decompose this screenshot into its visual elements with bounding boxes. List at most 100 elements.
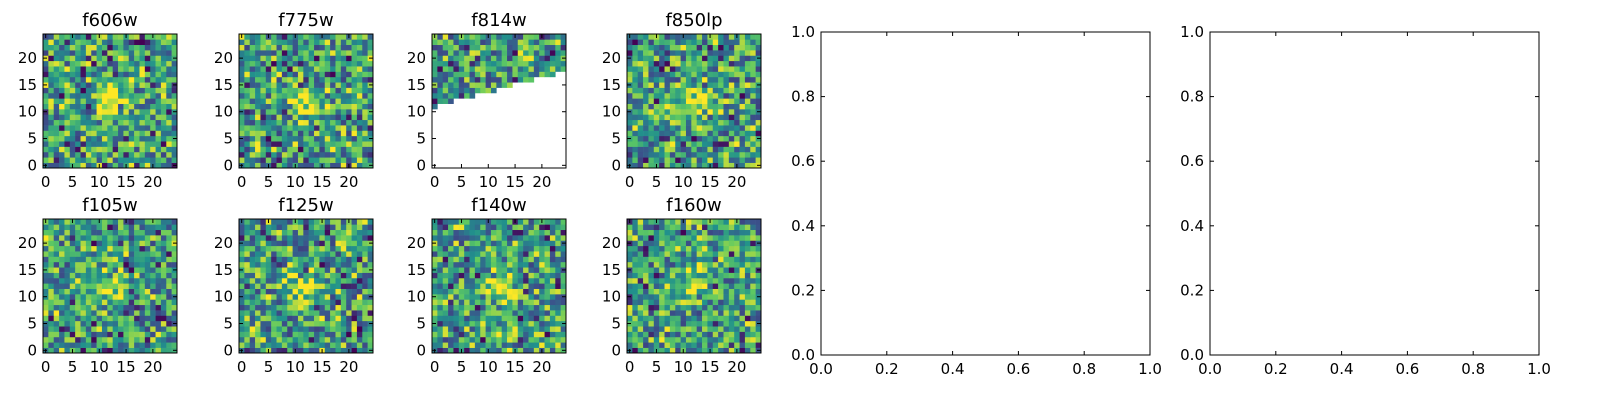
- heatmap-cell: [728, 125, 735, 131]
- heatmap-cell: [75, 299, 81, 306]
- heatmap-cell: [166, 347, 172, 354]
- heatmap-cell: [549, 347, 556, 354]
- heatmap-cell: [80, 82, 87, 88]
- heatmap-cell: [490, 87, 497, 94]
- heatmap-cell: [675, 283, 681, 289]
- heatmap-cell: [453, 267, 460, 273]
- heatmap-cell: [696, 71, 703, 78]
- heatmap-cell: [485, 336, 492, 343]
- heatmap-cell: [750, 288, 756, 295]
- heatmap-cell: [517, 235, 524, 241]
- heatmap-cell: [458, 315, 465, 322]
- heatmap-cell: [308, 235, 315, 241]
- heatmap-cell: [314, 310, 320, 316]
- heatmap-cell: [112, 267, 119, 273]
- heatmap-cell: [123, 267, 130, 273]
- heatmap-cell: [351, 320, 358, 327]
- heatmap-cell: [303, 245, 309, 252]
- heatmap-cell: [362, 342, 368, 348]
- heatmap-cell: [707, 66, 714, 72]
- heatmap-cell: [653, 320, 660, 327]
- heatmap-cell: [134, 299, 140, 306]
- heatmap-cell: [707, 245, 714, 252]
- heatmap-cell: [80, 98, 87, 104]
- heatmap-cell: [680, 60, 687, 67]
- heatmap-cell: [653, 82, 660, 88]
- heatmap-cell: [80, 283, 87, 289]
- heatmap-cell: [442, 288, 449, 295]
- heatmap-cell: [171, 103, 178, 110]
- heatmap-cell: [739, 326, 746, 332]
- heatmap-cell: [669, 76, 676, 83]
- heatmap-cell: [91, 103, 97, 110]
- heatmap-cell: [91, 55, 97, 62]
- heatmap-cell: [128, 336, 135, 343]
- heatmap-cell: [712, 135, 719, 142]
- heatmap-cell: [507, 288, 513, 295]
- heatmap-cell: [501, 66, 508, 72]
- heatmap-cell: [265, 331, 272, 338]
- heatmap-cell: [150, 125, 156, 131]
- heatmap-cell: [691, 283, 697, 289]
- heatmap-cell: [437, 224, 444, 231]
- heatmap-cell: [48, 82, 55, 88]
- heatmap-cell: [544, 342, 551, 348]
- heatmap-cell: [442, 331, 449, 338]
- heatmap-cell: [314, 294, 320, 300]
- heatmap-cell: [48, 277, 55, 284]
- heatmap-cell: [118, 272, 124, 279]
- heatmap-cell: [69, 76, 76, 83]
- heatmap-cell: [314, 299, 320, 306]
- heatmap-cell: [340, 146, 347, 153]
- heatmap-cell: [367, 304, 374, 311]
- heatmap-cell: [96, 114, 103, 121]
- heatmap-cell: [75, 235, 81, 241]
- heatmap-cell: [474, 277, 481, 284]
- heatmap-cell: [160, 82, 167, 88]
- heatmap-cell: [474, 82, 481, 88]
- heatmap-cell: [150, 135, 156, 142]
- heatmap-cell: [469, 50, 476, 56]
- heatmap-cell: [707, 310, 714, 316]
- x-tick-label: 0.8: [1072, 360, 1096, 378]
- heatmap-cell: [432, 39, 438, 46]
- heatmap-cell: [533, 310, 540, 316]
- heatmap-cell: [437, 66, 444, 72]
- heatmap-cell: [139, 251, 146, 257]
- heatmap-cell: [755, 130, 762, 137]
- heatmap-cell: [59, 315, 65, 322]
- heatmap-cell: [308, 119, 315, 126]
- heatmap-cell: [707, 71, 714, 78]
- heatmap-cell: [75, 283, 81, 289]
- x-tick-label: 20: [532, 173, 551, 191]
- heatmap-cell: [150, 299, 156, 306]
- heatmap-cell: [319, 272, 326, 279]
- heatmap-cell: [96, 71, 103, 78]
- heatmap-cell: [91, 256, 97, 263]
- heatmap-cell: [255, 229, 261, 236]
- heatmap-cell: [739, 331, 746, 338]
- heatmap-cell: [48, 87, 55, 94]
- heatmap-cell: [303, 130, 309, 137]
- heatmap-cell: [330, 277, 336, 284]
- heatmap-cell: [685, 87, 692, 94]
- heatmap-cell: [480, 347, 486, 354]
- heatmap-cell: [85, 114, 92, 121]
- heatmap-cell: [643, 119, 649, 126]
- heatmap-cell: [362, 229, 368, 236]
- heatmap-cell: [734, 326, 740, 332]
- heatmap-cell: [139, 135, 146, 142]
- heatmap-cell: [150, 342, 156, 348]
- heatmap-cell: [255, 130, 261, 137]
- heatmap-cell: [64, 235, 71, 241]
- heatmap-cell: [330, 267, 336, 273]
- heatmap-cell: [160, 141, 167, 147]
- heatmap-cell: [112, 283, 119, 289]
- heatmap-cell: [496, 299, 502, 306]
- heatmap-cell: [523, 34, 529, 40]
- heatmap-cell: [171, 92, 178, 99]
- heatmap-cell: [260, 235, 267, 241]
- heatmap-cell: [653, 125, 660, 131]
- heatmap-cell: [303, 87, 309, 94]
- heatmap-cell: [755, 272, 762, 279]
